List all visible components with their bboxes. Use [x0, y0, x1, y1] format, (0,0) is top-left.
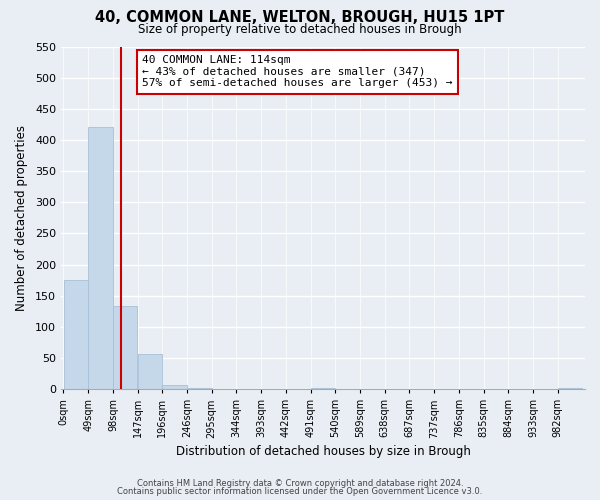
Bar — [163, 385, 187, 389]
Text: Contains public sector information licensed under the Open Government Licence v3: Contains public sector information licen… — [118, 487, 482, 496]
Text: Contains HM Land Registry data © Crown copyright and database right 2024.: Contains HM Land Registry data © Crown c… — [137, 478, 463, 488]
Bar — [88, 128, 113, 389]
Bar — [558, 388, 583, 389]
Text: 40 COMMON LANE: 114sqm
← 43% of detached houses are smaller (347)
57% of semi-de: 40 COMMON LANE: 114sqm ← 43% of detached… — [142, 55, 452, 88]
Bar — [187, 388, 212, 389]
X-axis label: Distribution of detached houses by size in Brough: Distribution of detached houses by size … — [176, 444, 470, 458]
Y-axis label: Number of detached properties: Number of detached properties — [15, 125, 28, 311]
Bar — [138, 354, 162, 389]
Bar — [64, 280, 88, 389]
Text: 40, COMMON LANE, WELTON, BROUGH, HU15 1PT: 40, COMMON LANE, WELTON, BROUGH, HU15 1P… — [95, 10, 505, 25]
Bar — [113, 306, 137, 389]
Bar — [311, 388, 335, 389]
Text: Size of property relative to detached houses in Brough: Size of property relative to detached ho… — [138, 22, 462, 36]
